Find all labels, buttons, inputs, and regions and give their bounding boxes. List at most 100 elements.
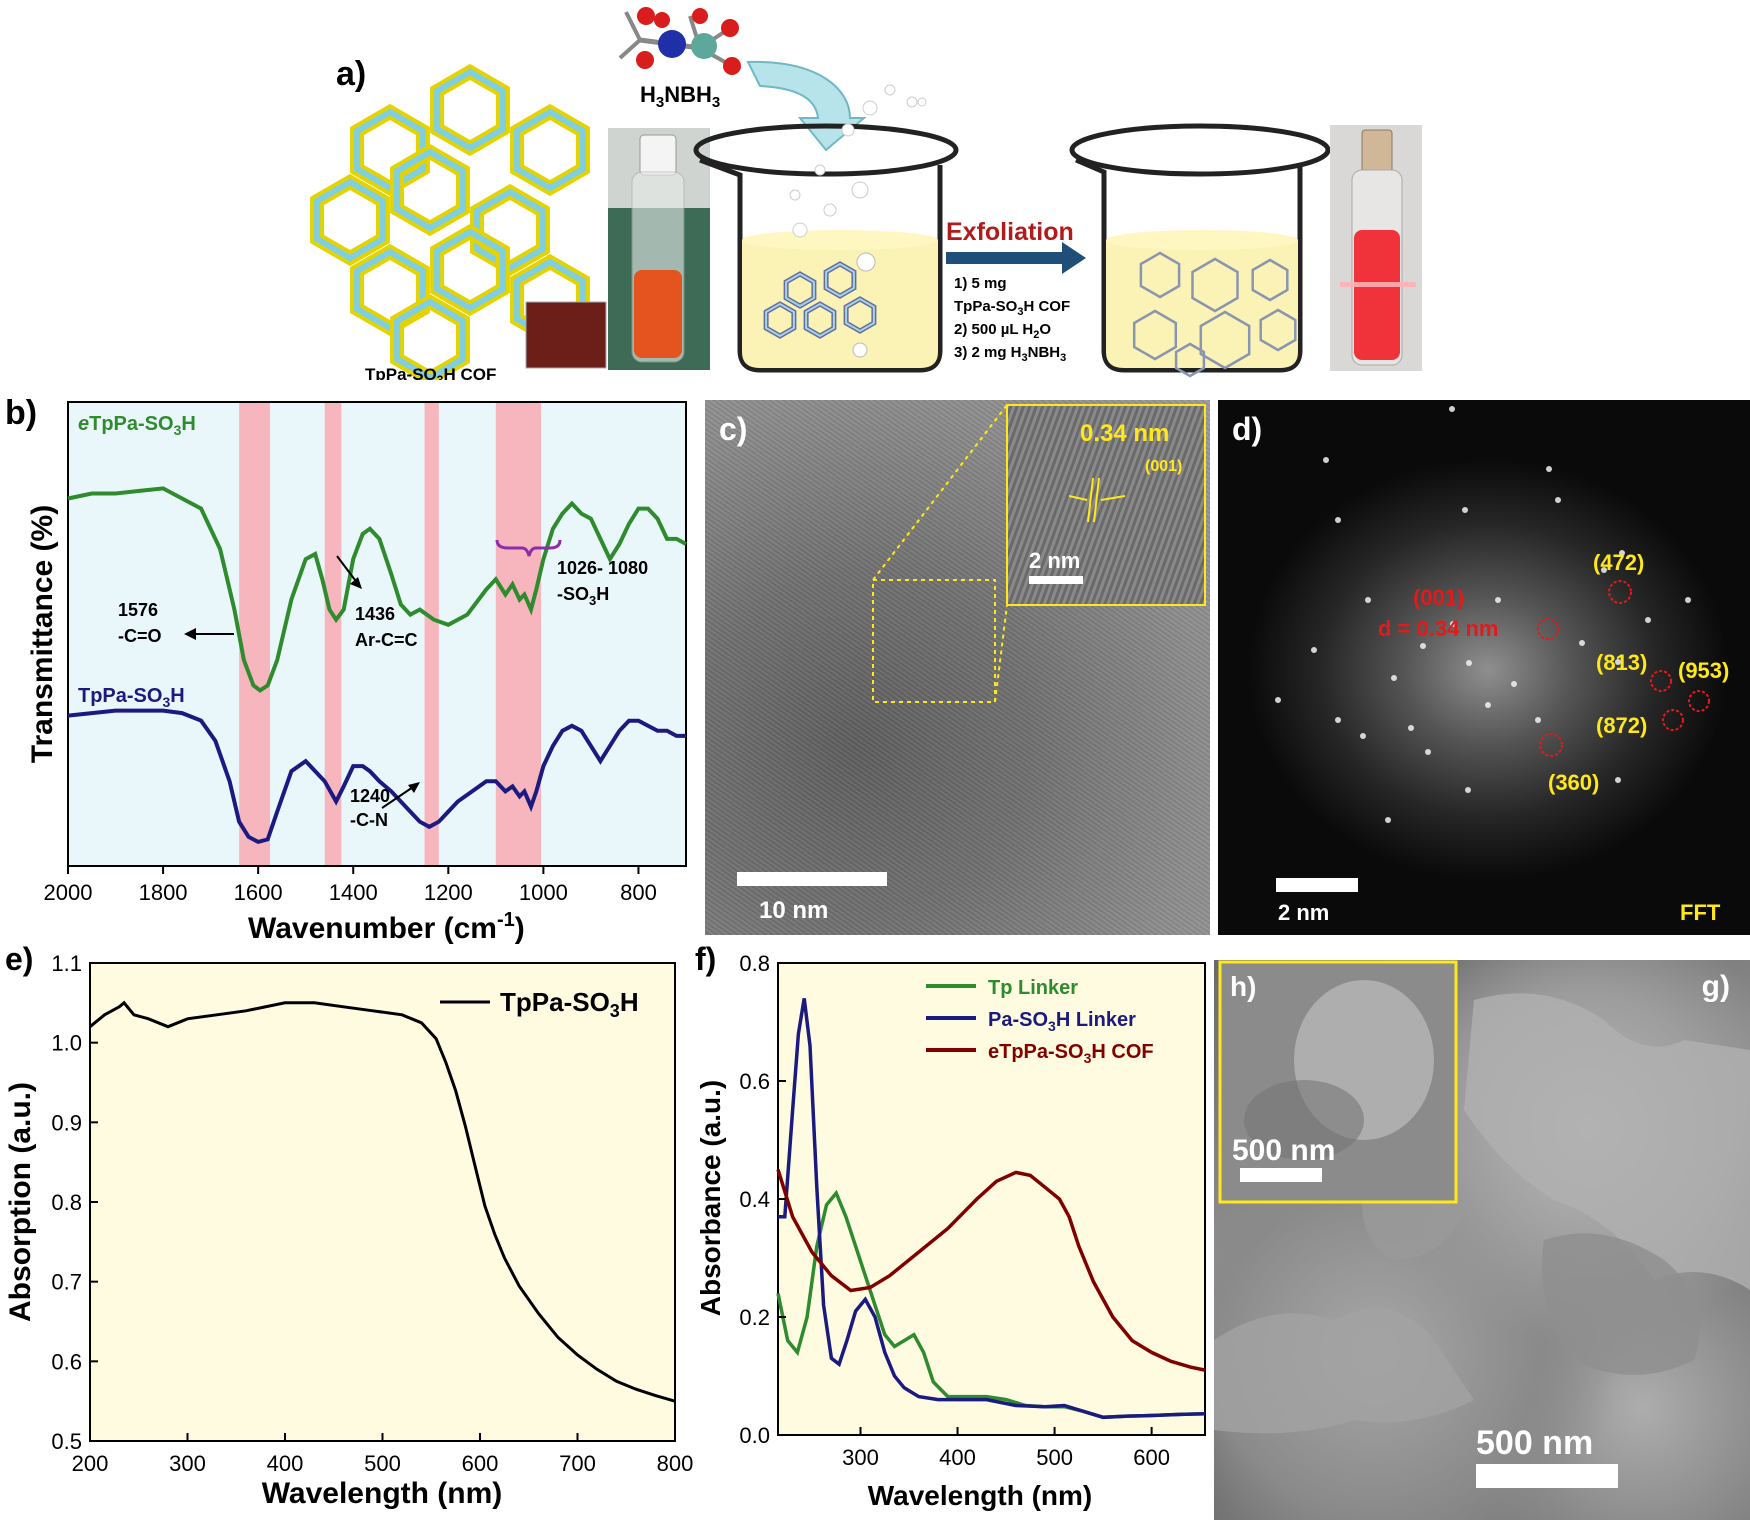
fft-spot-872: (872)	[1596, 713, 1647, 738]
step-1: 1) 5 mg	[954, 275, 1007, 292]
y-tick-label: 0.5	[51, 1429, 82, 1454]
step-3: 3) 2 mg H3NBH3	[954, 344, 1066, 364]
fft-scale-label: 2 nm	[1278, 900, 1329, 925]
sem-flake	[1214, 1308, 1474, 1434]
lattice-hexagon	[845, 297, 875, 333]
sem-scale-bar	[1476, 1464, 1618, 1488]
y-tick-label: 0.6	[739, 1069, 770, 1094]
x-tick-label: 700	[559, 1451, 596, 1476]
fft-spot-953: (953)	[1678, 658, 1729, 683]
panel-b: 2000 1800 1600 1400 1200 1000 800 b) eTpPa-SO3…	[0, 390, 700, 970]
fft-spot	[1462, 507, 1468, 513]
ammonia-borane-molecule-icon	[618, 7, 741, 75]
fft-scale-bar	[1276, 878, 1358, 892]
x-tick-label: 1000	[519, 880, 568, 905]
y-tick-label: 1.1	[51, 951, 82, 976]
sem-inset-scale-label: 500 nm	[1232, 1134, 1335, 1167]
fft-spot	[1408, 725, 1414, 731]
absorbance-xlabel: Wavelength (nm)	[868, 1480, 1093, 1511]
arrow-icon	[184, 628, 196, 640]
step-2: 2) 500 µL H2O	[954, 321, 1051, 341]
x-tick-label: 600	[462, 1451, 499, 1476]
fft-spot	[1615, 659, 1621, 665]
fft-spot	[1619, 550, 1625, 556]
annot-1240: 1240	[350, 786, 390, 806]
panel-letter-d: d)	[1232, 411, 1262, 447]
x-tick-label: 600	[1133, 1445, 1170, 1470]
absorption-chart: 200 300 400 500 600 700 800 0.5 0.6 0.7 0.8 0.9 1.0 1…	[4, 941, 694, 1510]
lattice-hexagon	[474, 188, 546, 272]
ftir-xlabel: Wavenumber (cm-1)	[248, 909, 525, 945]
annot-cn: -C-N	[350, 810, 388, 830]
sem-inset-scale-bar	[1240, 1168, 1322, 1182]
lattice-hexagon	[765, 302, 795, 338]
panel-c-tem-image: c) 0.34 nm (001) 2 nm 10 nm	[705, 400, 1210, 935]
fft-spot	[1360, 733, 1366, 739]
annot-1026-1080: 1026- 1080	[557, 558, 648, 578]
legend-tppa: TpPa-SO3H	[500, 987, 639, 1021]
fft-spot	[1323, 457, 1329, 463]
sem-inset	[1218, 960, 1458, 1204]
legend-tp: Tp Linker	[988, 977, 1078, 999]
fft-spot	[1601, 567, 1607, 573]
fft-spot	[1495, 597, 1501, 603]
series-line-Pa-SO3H Linker	[778, 998, 1206, 1420]
lattice-hexagon	[1199, 310, 1251, 370]
x-tick-label: 1800	[139, 880, 188, 905]
lattice-hexagon	[314, 178, 386, 262]
x-tick-label: 1600	[234, 880, 283, 905]
lattice-hexagon	[785, 272, 815, 308]
tem-scale-bar	[737, 872, 887, 886]
arrow-icon	[350, 577, 362, 589]
fft-spot-813: (813)	[1596, 650, 1647, 675]
fft-spot	[1335, 517, 1341, 523]
y-tick-label: 0.9	[51, 1110, 82, 1135]
exfoliation-label: Exfoliation	[946, 218, 1074, 246]
tem-inset-scale-bar	[1029, 576, 1083, 584]
highlight-band	[424, 403, 439, 865]
fft-spot	[1385, 817, 1391, 823]
highlight-band	[324, 403, 342, 865]
absorption-xlabel: Wavelength (nm)	[262, 1477, 503, 1510]
lattice-hexagon	[1191, 257, 1239, 313]
lattice-hexagon	[394, 298, 466, 380]
fft-label: FFT	[1680, 900, 1721, 925]
lattice-hexagon	[1139, 251, 1181, 299]
y-tick-label: 0.8	[739, 951, 770, 976]
absorbance-chart: 300 400 500 600 0.0 0.2 0.4 0.6 0.8 f) Tp Linker…	[695, 941, 1206, 1511]
fft-spot	[1579, 640, 1585, 646]
lattice-hexagon	[1251, 258, 1289, 302]
tem-inset-distance: 0.34 nm	[1080, 420, 1169, 447]
curved-arrow-icon	[746, 60, 867, 152]
legend-etppa: eTpPa-SO3H COF	[988, 1041, 1154, 1066]
beaker-after-icon	[1069, 123, 1331, 378]
cof-powder-photo	[525, 301, 607, 369]
tem-inset	[1006, 404, 1206, 606]
tem-inset-plane: (001)	[1145, 458, 1182, 475]
ftir-ylabel: Transmittance (%)	[26, 505, 59, 763]
absorption-plot-area	[89, 962, 676, 1442]
lattice-hexagon	[354, 248, 426, 332]
panel-letter-a: a)	[336, 55, 366, 93]
ftir-plot-area	[67, 401, 687, 867]
x-tick-label: 2000	[44, 880, 93, 905]
fft-spot	[1391, 675, 1397, 681]
fft-spot	[1466, 660, 1472, 666]
fft-spot	[1311, 647, 1317, 653]
lattice-hexagon	[1174, 342, 1206, 378]
highlight-band	[239, 403, 271, 865]
bracket-icon	[495, 539, 562, 557]
panel-letter-e: e)	[5, 941, 33, 977]
absorption-ylabel: Absorption (a.u.)	[4, 1082, 37, 1322]
y-tick-label: 0.6	[51, 1349, 82, 1374]
panel-d-fft-image: d) (001) d = 0.34 nm (472) (813) (953) (…	[1218, 400, 1750, 935]
x-tick-label: 300	[842, 1445, 879, 1470]
series-line-TpPa-SO3H	[89, 1000, 676, 1403]
fft-spot	[1275, 697, 1281, 703]
y-tick-label: 0.0	[739, 1423, 770, 1448]
x-tick-label: 800	[657, 1451, 694, 1476]
x-tick-label: 1400	[329, 880, 378, 905]
lattice-hexagon	[434, 68, 506, 152]
y-tick-label: 0.7	[51, 1270, 82, 1295]
fft-spot	[1535, 717, 1541, 723]
